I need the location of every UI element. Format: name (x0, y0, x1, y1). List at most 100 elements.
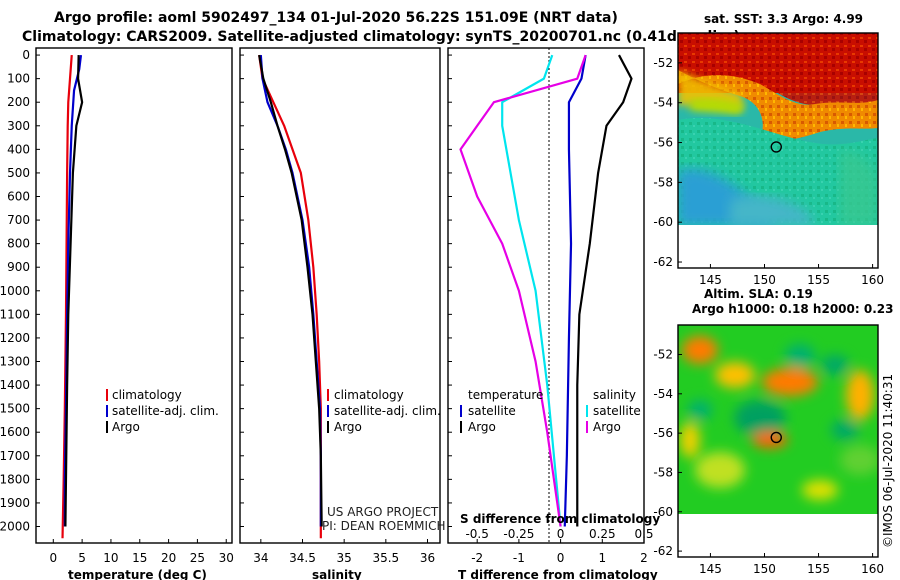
lon-tick-label: 160 (861, 562, 884, 576)
legend-label-satellite: satellite-adj. clim. (112, 404, 219, 418)
x-tick-label: -1 (513, 551, 525, 565)
depth-tick-label: 1700 (0, 449, 30, 463)
legend-label-climatology: climatology (334, 388, 404, 402)
difference-panel: -2 -1 0 1 2 -0.5 -0.25 0 0.25 0.5 T difference fr… (447, 47, 660, 580)
lon-tick-label: 150 (753, 562, 776, 576)
x-tick-label: -2 (471, 551, 483, 565)
lat-tick-label: -56 (653, 426, 673, 440)
depth-tick-label: 300 (7, 119, 30, 133)
sla-map-title-2: Argo h1000: 0.18 h2000: 0.23 (692, 302, 893, 316)
s-diff-tick-label: 0 (557, 527, 565, 541)
legend-swatch-s-argo (586, 421, 588, 433)
lon-tick-label: 145 (699, 273, 722, 287)
title-line-1: Argo profile: aoml 5902497_134 01-Jul-20… (54, 10, 618, 26)
salinity-plot-frame (239, 47, 441, 544)
legend-label-climatology: climatology (112, 388, 182, 402)
legend-swatch-argo (327, 421, 329, 433)
depth-tick-label: 0 (22, 48, 30, 62)
sst-map-image (678, 33, 878, 226)
sst-map-frame (677, 32, 879, 269)
lat-tick-label: -54 (653, 387, 673, 401)
legend-title-salinity: salinity (593, 388, 636, 402)
salinity-legend: climatology satellite-adj. clim. Argo (327, 388, 441, 434)
depth-tick-label: 1500 (0, 402, 30, 416)
lon-tick-label: 150 (753, 273, 776, 287)
series-line-t-diff-argo (576, 54, 633, 527)
depth-tick-labels: 0 100 200 300 400 500 600 700 800 900 1000 1100 1200… (0, 48, 452, 534)
s-diff-tick-label: -0.5 (465, 527, 488, 541)
depth-tick-label: 1300 (0, 355, 30, 369)
x-tick-label: 20 (161, 551, 176, 565)
lon-tick-label: 160 (861, 273, 884, 287)
x-tick-label: 34.5 (289, 551, 316, 565)
legend-label-satellite: satellite-adj. clim. (334, 404, 441, 418)
x-tick-label: 0 (557, 551, 565, 565)
series-line-s-diff-argo (459, 54, 587, 527)
x-tick-label: 15 (132, 551, 147, 565)
depth-tick-label: 600 (7, 190, 30, 204)
difference-legend: temperature satellite Argo salinity sate… (460, 388, 641, 434)
temperature-legend: climatology satellite-adj. clim. Argo (106, 388, 219, 434)
temperature-series (61, 54, 84, 539)
depth-tick-label: 400 (7, 142, 30, 156)
depth-tick-label: 1000 (0, 284, 30, 298)
legend-swatch-climatology (106, 389, 108, 401)
depth-tick-label: 800 (7, 237, 30, 251)
series-line-satellite-adj-clim- (259, 54, 322, 527)
depth-tick-label: 2000 (0, 520, 30, 534)
lat-tick-label: -62 (653, 255, 673, 269)
x-tick-label: 35.5 (372, 551, 399, 565)
temperature-x-ticks: 0 5 10 15 20 25 30 (49, 539, 234, 565)
x-tick-label: 0 (49, 551, 57, 565)
lat-tick-label: -52 (653, 56, 673, 70)
salinity-panel: 34 34.5 35 35.5 36 salinity climatology sate… (239, 47, 445, 580)
legend-swatch-argo (106, 421, 108, 433)
legend-swatch-satellite (106, 405, 108, 417)
x-tick-label: 10 (103, 551, 118, 565)
legend-label-argo: Argo (112, 420, 140, 434)
legend-swatch-t-satellite (460, 405, 462, 417)
difference-plot-frame (447, 47, 645, 544)
depth-tick-label: 1900 (0, 496, 30, 510)
temperature-plot-frame (35, 47, 233, 544)
lat-tick-label: -58 (653, 175, 673, 189)
series-line-t-diff-satellite (563, 54, 587, 527)
depth-tick-label: 1200 (0, 331, 30, 345)
x-tick-label: 35 (337, 551, 352, 565)
depth-tick-label: 1100 (0, 307, 30, 321)
series-line-argo (64, 55, 84, 527)
legend-label-s-satellite: satellite (593, 404, 641, 418)
depth-tick-label: 500 (7, 166, 30, 180)
lat-tick-label: -54 (653, 96, 673, 110)
lon-tick-label: 145 (699, 562, 722, 576)
sla-map-ticks: 145 150 155 160 -52 -54 -56 -58 -60 -62 (653, 347, 884, 576)
depth-tick-label: 1400 (0, 378, 30, 392)
salinity-axis-label: salinity (312, 568, 362, 580)
sla-map-image (678, 325, 878, 515)
depth-tick-label: 1800 (0, 472, 30, 486)
x-tick-label: 36 (420, 551, 435, 565)
difference-x-ticks: -2 -1 0 1 2 -0.5 -0.25 0 0.25 0.5 (465, 527, 653, 565)
lat-tick-label: -60 (653, 215, 673, 229)
x-tick-label: 2 (640, 551, 648, 565)
s-diff-tick-label: 0.5 (634, 527, 653, 541)
x-tick-label: 25 (190, 551, 205, 565)
x-tick-label: 5 (78, 551, 86, 565)
depth-tick-label: 1600 (0, 425, 30, 439)
lat-tick-label: -62 (653, 544, 673, 558)
s-difference-axis-label: S difference from climatology (460, 512, 660, 526)
argo-float-marker (770, 431, 782, 444)
depth-tick-label: 100 (7, 72, 30, 86)
series-line-climatology (61, 54, 73, 539)
depth-tick-label: 700 (7, 213, 30, 227)
legend-title-temperature: temperature (468, 388, 543, 402)
sst-map-panel: sat. SST: 3.3 Argo: 4.99 145 150 155 160 -52… (653, 12, 884, 287)
pi-credit: PI: DEAN ROEMMICH (322, 519, 445, 533)
salinity-series (258, 54, 323, 539)
legend-label-s-argo: Argo (593, 420, 621, 434)
lon-tick-label: 155 (807, 273, 830, 287)
lat-tick-label: -52 (653, 347, 673, 361)
depth-tick-label: 200 (7, 95, 30, 109)
x-tick-label: 1 (598, 551, 606, 565)
project-credit: US ARGO PROJECT (327, 505, 439, 519)
